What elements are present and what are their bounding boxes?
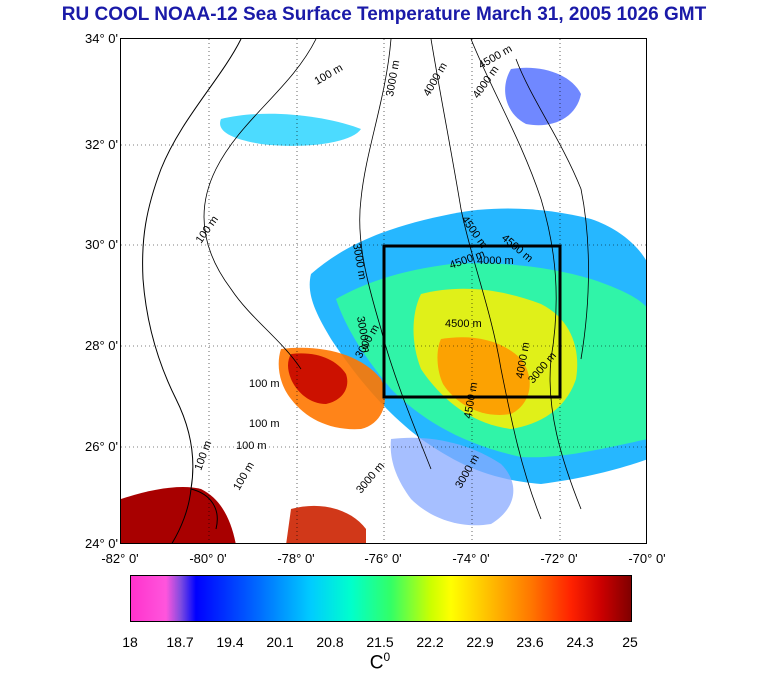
- colorbar-tick: 19.4: [216, 634, 244, 650]
- lon-label: -72° 0': [540, 551, 578, 566]
- coastline: [142, 39, 242, 543]
- colorbar-tick: 20.1: [266, 634, 294, 650]
- lon-label: -82° 0': [101, 551, 139, 566]
- colorbar-unit-base: C: [369, 652, 384, 674]
- contour-label: 100 m: [313, 62, 345, 88]
- colorbar-tick: 24.3: [566, 634, 594, 650]
- sst-data-layer: [121, 67, 646, 543]
- lat-label: 24° 0': [85, 536, 118, 551]
- lon-label: -78° 0': [277, 551, 315, 566]
- contour-label: 100 m: [249, 378, 280, 390]
- contour-label: 4500 m: [445, 318, 482, 330]
- lon-label: -80° 0': [189, 551, 227, 566]
- contour-label: 100 m: [249, 418, 280, 430]
- colorbar-tick: 20.8: [316, 634, 344, 650]
- contour-label: 100 m: [231, 460, 257, 492]
- lat-label: 30° 0': [85, 237, 118, 252]
- colorbar-tick: 25: [622, 634, 638, 650]
- lat-label: 32° 0': [85, 137, 118, 152]
- contour-label: 3000 m: [354, 460, 387, 496]
- contour-label: 100 m: [193, 439, 215, 472]
- colorbar-tick: 22.2: [416, 634, 444, 650]
- lat-label: 28° 0': [85, 338, 118, 353]
- contour-label: 4000 m: [421, 61, 450, 99]
- lon-label: -70° 0': [628, 551, 666, 566]
- colorbar: [130, 575, 632, 622]
- lon-label: -76° 0': [364, 551, 402, 566]
- chart-title: RU COOL NOAA-12 Sea Surface Temperature …: [61, 4, 707, 25]
- colorbar-unit: C0: [350, 650, 410, 674]
- contour-label: 100 m: [236, 440, 267, 452]
- bathymetry-contours: [203, 39, 589, 520]
- lat-label: 26° 0': [85, 439, 118, 454]
- study-area-box: [382, 244, 562, 399]
- colorbar-tick: 23.6: [516, 634, 544, 650]
- contour-label: 4000 m: [477, 255, 514, 267]
- contour-label: 3000 m: [384, 59, 402, 97]
- lat-label: 34° 0': [85, 31, 118, 46]
- colorbar-tick: 22.9: [466, 634, 494, 650]
- sst-map[interactable]: 100 m 100 m 100 m 100 m 100 m 100 m 100 …: [120, 38, 647, 544]
- colorbar-tick: 21.5: [366, 634, 394, 650]
- colorbar-tick: 18.7: [166, 634, 194, 650]
- colorbar-tick: 18: [122, 634, 138, 650]
- lon-label: -74° 0': [452, 551, 490, 566]
- colorbar-unit-sup: 0: [383, 650, 391, 664]
